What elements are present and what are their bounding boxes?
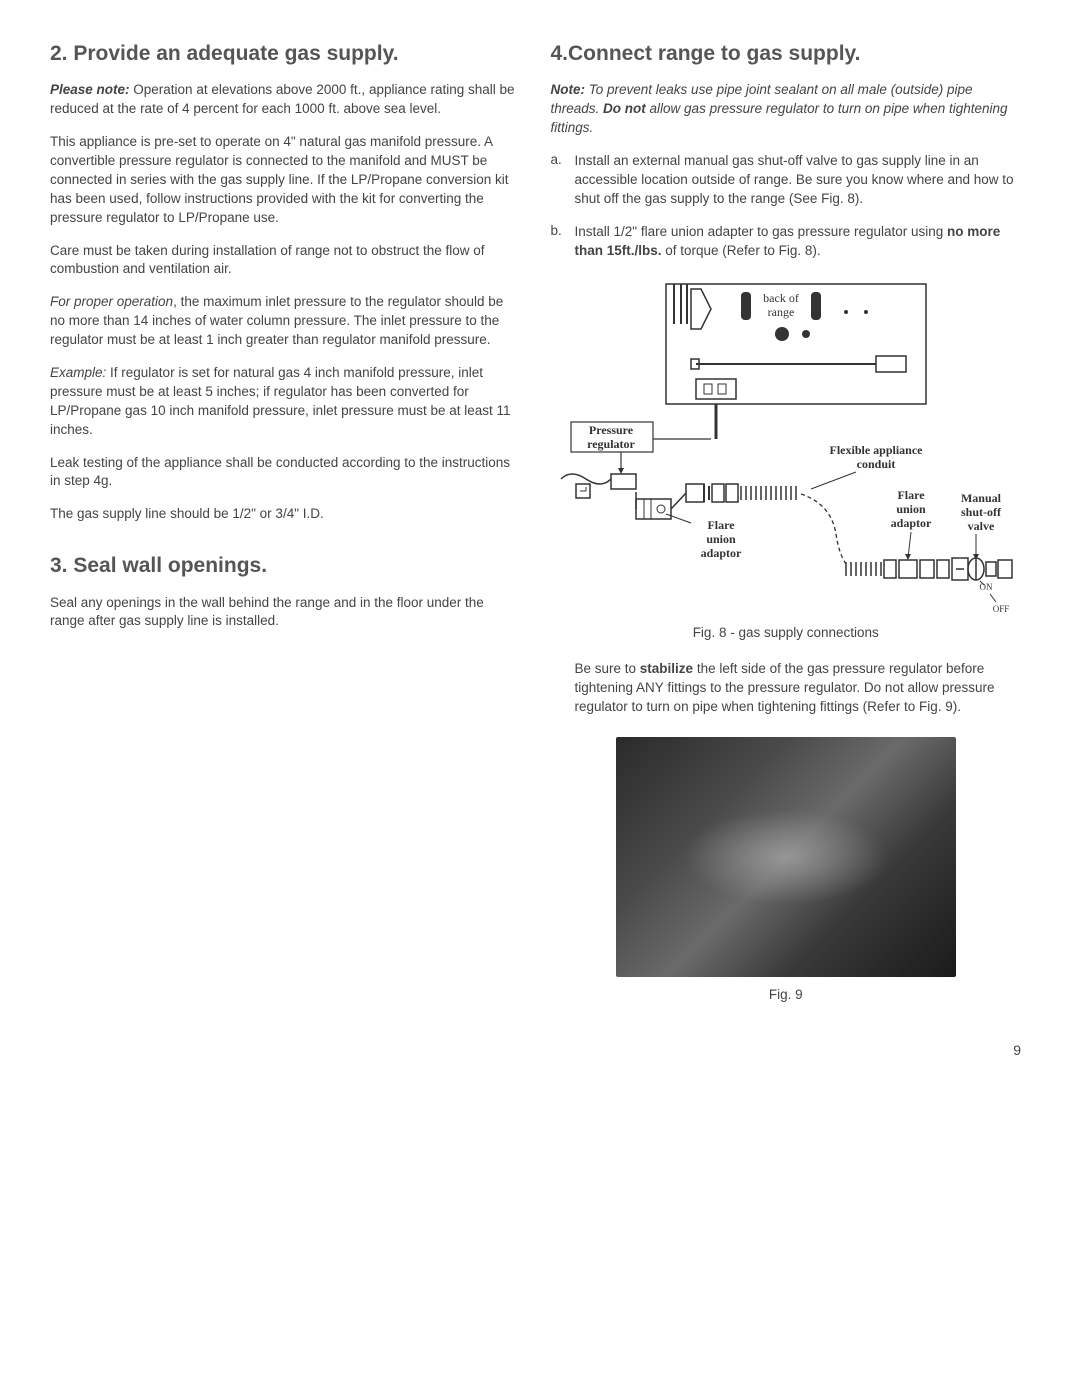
list-marker-a: a.: [551, 152, 575, 209]
section2-p2: This appliance is pre-set to operate on …: [50, 133, 521, 227]
list-item-b: b. Install 1/2" flare union adapter to g…: [551, 223, 1022, 261]
svg-text:valve: valve: [967, 519, 994, 533]
page-container: 2. Provide an adequate gas supply. Pleas…: [50, 40, 1021, 1002]
svg-text:Flare: Flare: [707, 518, 735, 532]
please-note-label: Please note:: [50, 82, 130, 97]
section2-p5: Example: If regulator is set for natural…: [50, 364, 521, 440]
conduit-icon: [686, 484, 796, 502]
svg-text:Flare: Flare: [897, 488, 925, 502]
section2-p5-text: If regulator is set for natural gas 4 in…: [50, 365, 511, 437]
stabilize-paragraph: Be sure to stabilize the left side of th…: [575, 660, 1022, 717]
svg-text:Manual: Manual: [961, 491, 1002, 505]
section3-p1: Seal any openings in the wall behind the…: [50, 594, 521, 632]
section2-p1: Please note: Operation at elevations abo…: [50, 81, 521, 119]
svg-text:Pressure: Pressure: [589, 423, 634, 437]
right-column: 4.Connect range to gas supply. Note: To …: [551, 40, 1022, 1002]
svg-text:OFF: OFF: [992, 604, 1009, 614]
item-b-p1: Install 1/2" flare union adapter to gas …: [575, 224, 948, 239]
list-marker-b: b.: [551, 223, 575, 261]
fig8-diagram: back of range Pressure regulator: [551, 274, 1022, 640]
gas-supply-diagram-svg: back of range Pressure regulator: [556, 274, 1016, 614]
section3-heading: 3. Seal wall openings.: [50, 552, 521, 579]
svg-text:range: range: [767, 305, 794, 319]
stabilize-p1: Be sure to: [575, 661, 640, 676]
proper-operation-label: For proper operation: [50, 294, 173, 309]
item-b-p2: of torque (Refer to Fig. 8).: [662, 243, 821, 258]
fig9-caption: Fig. 9: [551, 987, 1022, 1002]
list-content-b: Install 1/2" flare union adapter to gas …: [575, 223, 1022, 261]
section4-note: Note: To prevent leaks use pipe joint se…: [551, 81, 1022, 138]
section2-p7: The gas supply line should be 1/2" or 3/…: [50, 505, 521, 524]
fig9-photo: [616, 737, 956, 977]
svg-text:back of: back of: [763, 291, 799, 305]
section2-p4: For proper operation, the maximum inlet …: [50, 293, 521, 350]
svg-text:conduit: conduit: [856, 457, 895, 471]
stabilize-bold: stabilize: [640, 661, 693, 676]
section2-heading: 2. Provide an adequate gas supply.: [50, 40, 521, 67]
fig8-caption: Fig. 8 - gas supply connections: [551, 625, 1022, 640]
left-column: 2. Provide an adequate gas supply. Pleas…: [50, 40, 521, 1002]
lower-conduit-icon: [846, 558, 1012, 580]
example-label: Example:: [50, 365, 106, 380]
svg-text:union: union: [706, 532, 736, 546]
note-label: Note:: [551, 82, 586, 97]
section2-p6: Leak testing of the appliance shall be c…: [50, 454, 521, 492]
section4-heading: 4.Connect range to gas supply.: [551, 40, 1022, 67]
list-content-a: Install an external manual gas shut-off …: [575, 152, 1022, 209]
svg-text:Flexible appliance: Flexible appliance: [829, 443, 923, 457]
svg-text:shut-off: shut-off: [961, 505, 1002, 519]
section2-p3: Care must be taken during installation o…: [50, 242, 521, 280]
list-item-a: a. Install an external manual gas shut-o…: [551, 152, 1022, 209]
page-number: 9: [50, 1042, 1021, 1058]
svg-text:regulator: regulator: [587, 437, 635, 451]
svg-text:union: union: [896, 502, 926, 516]
svg-text:ON: ON: [979, 582, 992, 592]
svg-text:adaptor: adaptor: [700, 546, 741, 560]
do-not-label: Do not: [603, 101, 646, 116]
svg-text:adaptor: adaptor: [890, 516, 931, 530]
